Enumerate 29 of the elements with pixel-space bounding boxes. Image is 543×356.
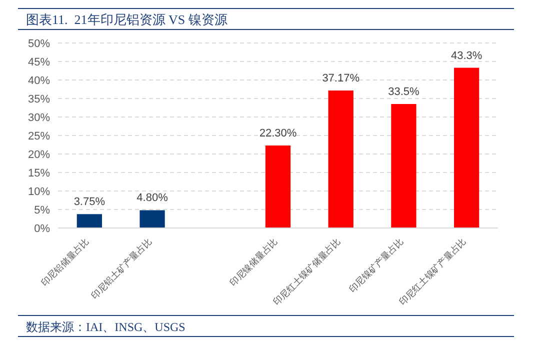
y-tick-label: 15% bbox=[28, 167, 50, 180]
source-note: 数据来源：IAI、INSG、USGS bbox=[26, 320, 186, 334]
data-label: 33.5% bbox=[388, 86, 420, 98]
bar bbox=[76, 214, 102, 228]
x-tick-label: 印尼铝储量占比 bbox=[39, 236, 91, 288]
y-tick-label: 20% bbox=[28, 148, 50, 161]
bar bbox=[265, 145, 291, 228]
chart-title: 图表11. 21年印尼铝资源 VS 镍资源 bbox=[18, 8, 514, 30]
bar bbox=[140, 210, 165, 228]
data-label: 22.30% bbox=[259, 127, 297, 140]
data-label: 4.80% bbox=[136, 192, 168, 204]
x-tick-label: 印尼镍矿产量占比 bbox=[347, 236, 406, 294]
data-label: 43.3% bbox=[450, 50, 482, 62]
y-tick-label: 10% bbox=[28, 186, 50, 198]
data-label: 37.17% bbox=[322, 72, 360, 84]
y-tick-label: 50% bbox=[28, 38, 50, 50]
y-tick-label: 0% bbox=[34, 222, 50, 235]
y-tick-label: 30% bbox=[28, 112, 50, 124]
bar bbox=[391, 104, 416, 228]
y-tick-label: 25% bbox=[28, 130, 50, 142]
x-tick-label: 印尼镍储量占比 bbox=[228, 236, 280, 288]
y-tick-label: 5% bbox=[34, 204, 50, 216]
y-tick-label: 35% bbox=[28, 93, 50, 106]
data-label: 3.75% bbox=[74, 196, 106, 208]
bar bbox=[454, 68, 480, 228]
y-tick-label: 45% bbox=[28, 56, 50, 68]
x-tick-label: 印尼铝土矿产量占比 bbox=[89, 236, 154, 301]
y-tick-label: 40% bbox=[28, 74, 50, 87]
bar bbox=[328, 90, 354, 228]
